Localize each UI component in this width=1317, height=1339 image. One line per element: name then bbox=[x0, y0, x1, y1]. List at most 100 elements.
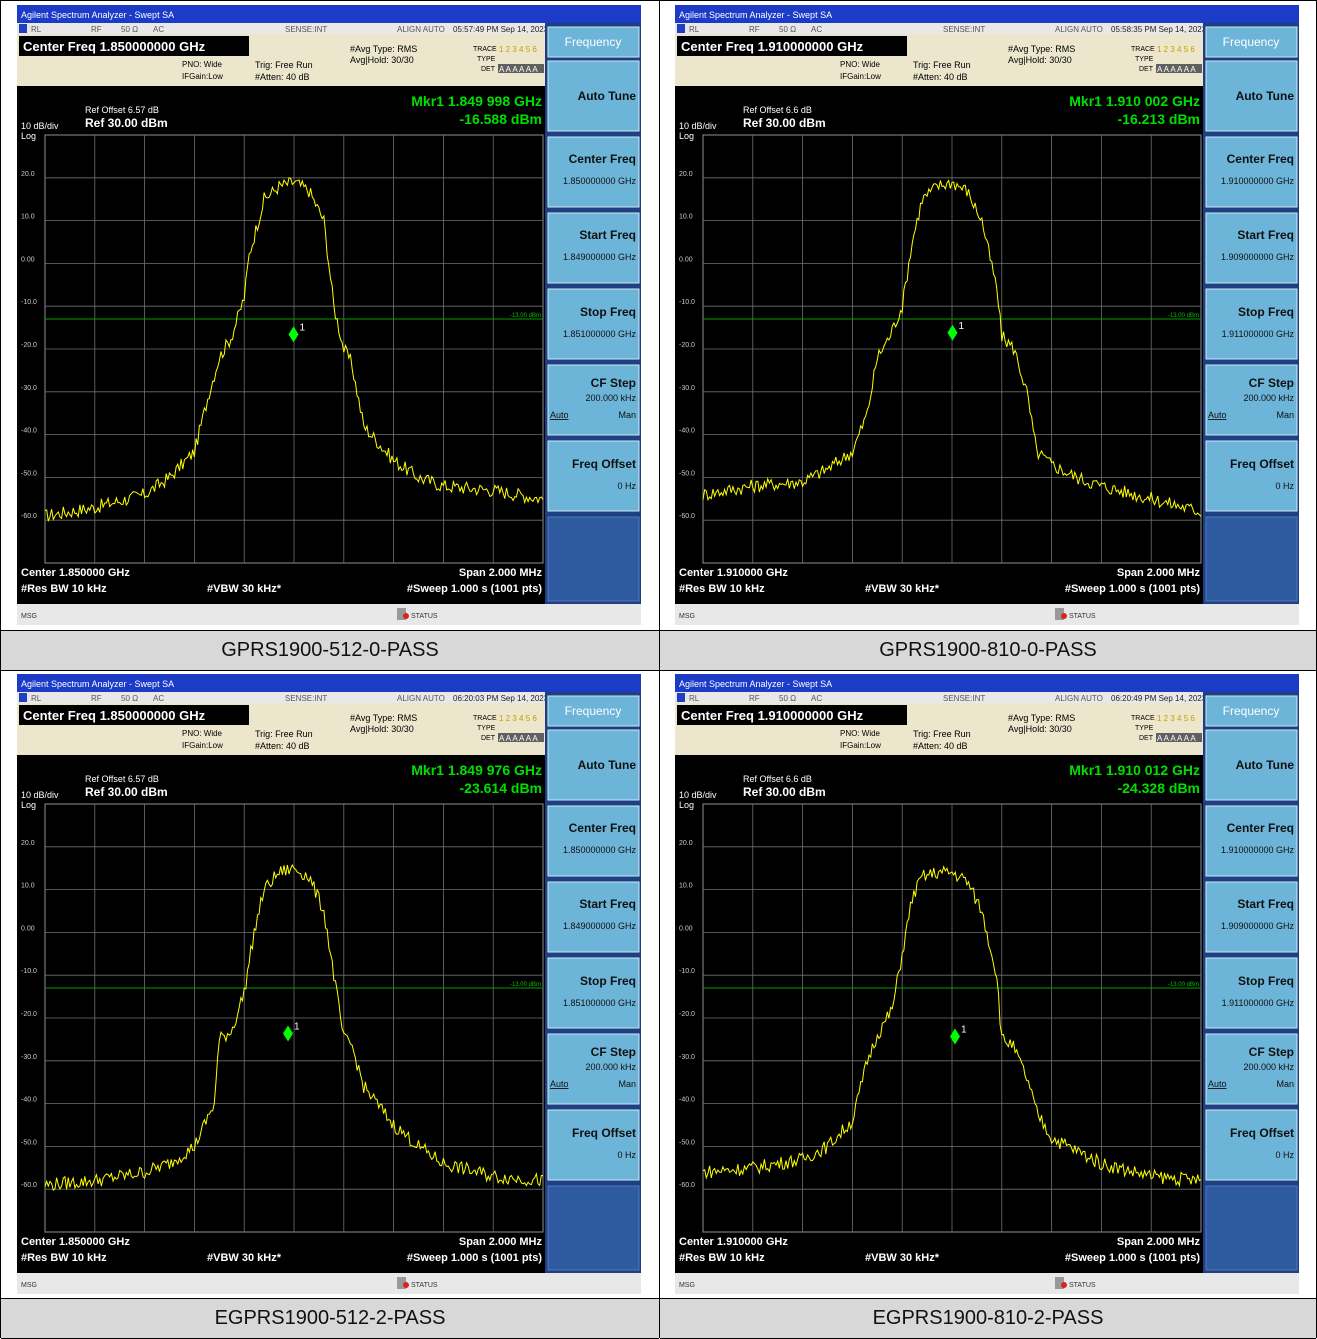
spectrum-trace bbox=[702, 865, 1202, 1188]
auto-tune-button[interactable] bbox=[547, 729, 640, 801]
freq-offset-value: 0 Hz bbox=[1275, 481, 1294, 491]
analyzer-panel-2: Agilent Spectrum Analyzer - Swept SA RL RF… bbox=[675, 5, 1299, 625]
freq-offset-label: Freq Offset bbox=[1230, 457, 1294, 471]
status-icon bbox=[1055, 1277, 1064, 1289]
y-tick-label: 0.00 bbox=[679, 256, 693, 263]
stop-freq-button[interactable] bbox=[547, 957, 640, 1029]
avg-type: #Avg Type: RMS bbox=[1008, 44, 1075, 54]
status-field: RF bbox=[91, 694, 102, 703]
cf-step-label: CF Step bbox=[1249, 1045, 1294, 1059]
menu-title-key[interactable] bbox=[1205, 695, 1298, 727]
analyzer-panel-4: Agilent Spectrum Analyzer - Swept SA RL RF… bbox=[675, 674, 1299, 1294]
center-freq-button[interactable] bbox=[1205, 136, 1298, 208]
cf-step-button[interactable] bbox=[1205, 364, 1298, 436]
det-box bbox=[498, 733, 544, 742]
y-tick-label: -30.0 bbox=[679, 385, 695, 392]
app-title: Agilent Spectrum Analyzer - Swept SA bbox=[21, 10, 174, 20]
trig-setting: Trig: Free Run bbox=[255, 60, 313, 70]
y-tick-label: 10.0 bbox=[21, 214, 35, 221]
det-box bbox=[498, 64, 544, 73]
title-bar bbox=[675, 5, 1299, 23]
menu-title: Frequency bbox=[1223, 35, 1280, 49]
y-tick-label: -30.0 bbox=[21, 385, 37, 392]
auto-tune-button[interactable] bbox=[1205, 729, 1298, 801]
start-freq-label: Start Freq bbox=[579, 897, 636, 911]
ref-offset: Ref Offset 6.6 dB bbox=[743, 105, 812, 115]
vbw-label: #VBW 30 kHz* bbox=[207, 583, 282, 595]
auto-tune-button[interactable] bbox=[1205, 60, 1298, 132]
start-freq-button[interactable] bbox=[1205, 212, 1298, 284]
table-border-top bbox=[0, 0, 1317, 1]
det-box bbox=[1156, 733, 1202, 742]
status-field: 50 Ω bbox=[779, 25, 796, 34]
ref-level: Ref 30.00 dBm bbox=[85, 116, 168, 130]
menu-title-key[interactable] bbox=[547, 26, 640, 58]
status-field: RF bbox=[91, 25, 102, 34]
auto-tune-button[interactable] bbox=[547, 60, 640, 132]
center-freq-label: Center Freq bbox=[569, 152, 636, 166]
status-field: RL bbox=[31, 694, 42, 703]
cf-step-auto: Auto bbox=[550, 1079, 569, 1089]
freq-offset-button[interactable] bbox=[547, 440, 640, 512]
sweep-label: #Sweep 1.000 s (1001 pts) bbox=[407, 1252, 542, 1264]
res-bw-label: #Res BW 10 kHz bbox=[21, 1252, 107, 1264]
cf-step-button[interactable] bbox=[1205, 1033, 1298, 1105]
atten-setting: #Atten: 40 dB bbox=[913, 72, 968, 82]
marker-diamond bbox=[949, 1028, 960, 1045]
y-tick-label: -50.0 bbox=[679, 470, 695, 477]
trig-setting: Trig: Free Run bbox=[255, 729, 313, 739]
type-label: TYPE bbox=[1135, 725, 1154, 732]
status-field: ALIGN AUTO bbox=[1055, 25, 1103, 34]
menu-title-key[interactable] bbox=[1205, 26, 1298, 58]
status-field: 50 Ω bbox=[121, 25, 138, 34]
status-field: RL bbox=[31, 25, 42, 34]
empty-softkey bbox=[1205, 1185, 1298, 1271]
center-freq-value: 1.910000000 GHz bbox=[1221, 845, 1295, 855]
stop-freq-button[interactable] bbox=[1205, 288, 1298, 360]
limit-label: -13.00 dBm bbox=[1168, 313, 1199, 319]
scale-div: 10 dB/div bbox=[679, 121, 717, 131]
status-field: 50 Ω bbox=[121, 694, 138, 703]
y-tick-label: 20.0 bbox=[679, 171, 693, 178]
center-freq-button[interactable] bbox=[1205, 805, 1298, 877]
stop-freq-label: Stop Freq bbox=[580, 305, 636, 319]
marker-number: 1 bbox=[300, 322, 306, 333]
stop-freq-button[interactable] bbox=[1205, 957, 1298, 1029]
avg-type: #Avg Type: RMS bbox=[350, 713, 417, 723]
limit-label: -13.00 dBm bbox=[510, 313, 541, 319]
status-field: RL bbox=[689, 694, 700, 703]
start-freq-label: Start Freq bbox=[1237, 228, 1294, 242]
freq-offset-button[interactable] bbox=[1205, 1109, 1298, 1181]
start-freq-button[interactable] bbox=[547, 881, 640, 953]
status-field: RF bbox=[749, 694, 760, 703]
freq-offset-button[interactable] bbox=[1205, 440, 1298, 512]
scale-div: 10 dB/div bbox=[21, 790, 59, 800]
center-freq-button[interactable] bbox=[547, 136, 640, 208]
menu-title-key[interactable] bbox=[547, 695, 640, 727]
avg-type: #Avg Type: RMS bbox=[1008, 713, 1075, 723]
message-bar bbox=[675, 604, 1299, 625]
atten-setting: #Atten: 40 dB bbox=[913, 741, 968, 751]
status-field: ALIGN AUTO bbox=[397, 694, 445, 703]
center-label: Center 1.910000 GHz bbox=[679, 1236, 788, 1248]
stop-freq-button[interactable] bbox=[547, 288, 640, 360]
start-freq-button[interactable] bbox=[1205, 881, 1298, 953]
cf-step-button[interactable] bbox=[547, 364, 640, 436]
center-freq-title-box bbox=[19, 36, 249, 56]
cf-step-button[interactable] bbox=[547, 1033, 640, 1105]
freq-offset-button[interactable] bbox=[547, 1109, 640, 1181]
menu-title: Frequency bbox=[565, 704, 622, 718]
caption-2: GPRS1900-810-0-PASS bbox=[660, 630, 1316, 671]
y-tick-label: -40.0 bbox=[21, 428, 37, 435]
spectrum-trace bbox=[702, 179, 1202, 517]
bottom-info bbox=[675, 565, 1203, 603]
trace-label: TRACE bbox=[1131, 715, 1155, 722]
start-freq-button[interactable] bbox=[547, 212, 640, 284]
status-field: SENSE:INT bbox=[943, 25, 985, 34]
spectrum-trace bbox=[44, 177, 544, 522]
log-label: Log bbox=[679, 800, 694, 810]
center-freq-button[interactable] bbox=[547, 805, 640, 877]
ref-offset: Ref Offset 6.57 dB bbox=[85, 774, 159, 784]
y-tick-label: -50.0 bbox=[679, 1139, 695, 1146]
span-label: Span 2.000 MHz bbox=[1117, 1236, 1201, 1248]
